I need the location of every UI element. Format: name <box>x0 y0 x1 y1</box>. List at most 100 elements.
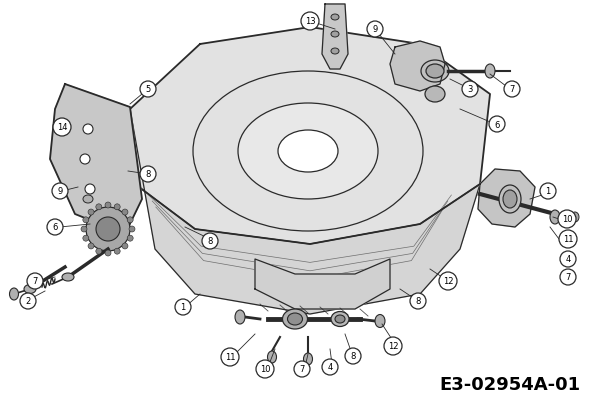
Circle shape <box>504 82 520 98</box>
Polygon shape <box>130 110 480 314</box>
Circle shape <box>105 203 111 209</box>
Text: 8: 8 <box>415 297 421 306</box>
Ellipse shape <box>10 288 19 300</box>
Text: 11: 11 <box>225 352 235 362</box>
Circle shape <box>294 361 310 377</box>
Text: 14: 14 <box>57 123 67 132</box>
Circle shape <box>439 272 457 290</box>
Circle shape <box>462 82 478 98</box>
Text: 8: 8 <box>145 170 151 179</box>
Text: 5: 5 <box>145 85 151 94</box>
Ellipse shape <box>571 213 579 223</box>
Text: 4: 4 <box>328 363 332 372</box>
Circle shape <box>221 348 239 366</box>
Circle shape <box>114 205 120 210</box>
Circle shape <box>88 209 94 215</box>
Circle shape <box>122 209 128 215</box>
Ellipse shape <box>283 309 308 329</box>
Ellipse shape <box>425 87 445 103</box>
Text: 11: 11 <box>563 235 573 244</box>
Circle shape <box>96 249 102 255</box>
Circle shape <box>85 184 95 194</box>
Circle shape <box>96 205 102 210</box>
Text: 13: 13 <box>305 18 316 26</box>
Polygon shape <box>130 28 490 244</box>
Circle shape <box>202 233 218 249</box>
Circle shape <box>345 348 361 364</box>
Text: 10: 10 <box>260 365 270 374</box>
Circle shape <box>20 293 36 309</box>
Ellipse shape <box>375 315 385 328</box>
Ellipse shape <box>426 65 444 79</box>
Circle shape <box>81 227 87 233</box>
Text: 7: 7 <box>299 365 305 374</box>
Ellipse shape <box>335 315 345 323</box>
Ellipse shape <box>421 61 449 83</box>
Ellipse shape <box>238 104 378 200</box>
Circle shape <box>322 359 338 375</box>
Circle shape <box>86 207 130 251</box>
Text: 6: 6 <box>494 120 500 129</box>
Text: 9: 9 <box>373 25 377 34</box>
Circle shape <box>540 184 556 200</box>
Ellipse shape <box>331 49 339 55</box>
Text: 7: 7 <box>32 277 38 286</box>
Ellipse shape <box>331 15 339 21</box>
Circle shape <box>560 251 576 267</box>
Text: 9: 9 <box>58 187 62 196</box>
Circle shape <box>88 243 94 249</box>
Circle shape <box>410 293 426 309</box>
Ellipse shape <box>499 186 521 213</box>
Circle shape <box>122 243 128 249</box>
Circle shape <box>384 337 402 355</box>
Ellipse shape <box>331 312 349 327</box>
Circle shape <box>52 184 68 200</box>
Text: 8: 8 <box>350 352 356 360</box>
Ellipse shape <box>62 273 74 281</box>
Text: 6: 6 <box>52 223 58 232</box>
Circle shape <box>140 82 156 98</box>
Circle shape <box>256 360 274 378</box>
Circle shape <box>127 236 133 241</box>
Text: 12: 12 <box>388 342 398 350</box>
Ellipse shape <box>83 196 93 203</box>
Circle shape <box>83 236 89 241</box>
Ellipse shape <box>24 285 36 294</box>
Circle shape <box>47 219 63 235</box>
Polygon shape <box>255 259 390 309</box>
Text: 4: 4 <box>565 255 571 264</box>
Text: 3: 3 <box>467 85 473 94</box>
Circle shape <box>114 249 120 255</box>
Ellipse shape <box>235 310 245 324</box>
Text: 7: 7 <box>565 273 571 282</box>
Circle shape <box>301 13 319 31</box>
Polygon shape <box>50 85 142 235</box>
Circle shape <box>27 273 43 289</box>
Text: 2: 2 <box>25 297 31 306</box>
Circle shape <box>559 231 577 248</box>
Circle shape <box>80 155 90 164</box>
Polygon shape <box>390 42 445 92</box>
Circle shape <box>105 250 111 256</box>
Text: 1: 1 <box>181 303 185 312</box>
Ellipse shape <box>485 65 495 79</box>
Ellipse shape <box>503 190 517 209</box>
Ellipse shape <box>331 32 339 38</box>
Ellipse shape <box>287 313 302 325</box>
Text: 1: 1 <box>545 187 551 196</box>
Circle shape <box>53 119 71 137</box>
Text: 12: 12 <box>443 277 453 286</box>
Ellipse shape <box>550 211 560 225</box>
Circle shape <box>560 269 576 285</box>
Circle shape <box>489 117 505 133</box>
Circle shape <box>83 217 89 223</box>
Circle shape <box>96 217 120 241</box>
Ellipse shape <box>304 353 313 365</box>
Text: 7: 7 <box>509 85 515 94</box>
Circle shape <box>140 166 156 182</box>
Circle shape <box>129 227 135 233</box>
Polygon shape <box>478 170 535 227</box>
Polygon shape <box>322 5 348 70</box>
Circle shape <box>367 22 383 38</box>
Text: 8: 8 <box>208 237 212 246</box>
